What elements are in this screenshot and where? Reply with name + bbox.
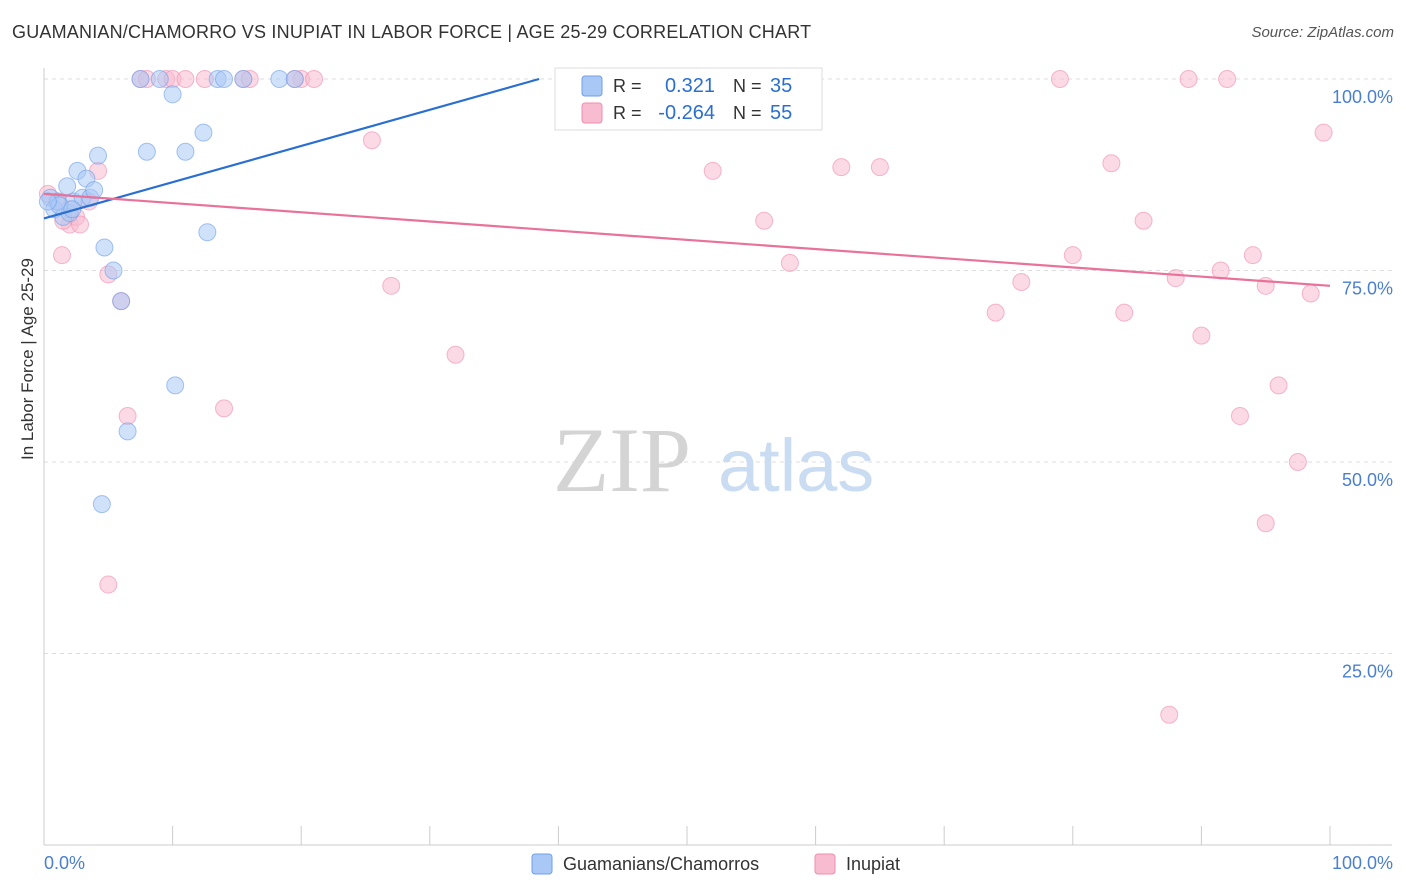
data-point (215, 70, 234, 88)
data-point (1012, 272, 1031, 291)
tick-labels: 25.0% 50.0% 75.0% 100.0% 0.0% 100.0% (44, 87, 1393, 873)
data-point (1102, 154, 1121, 173)
legend-n-value: 35 (770, 75, 792, 97)
data-point (215, 399, 234, 418)
data-point (89, 146, 108, 165)
data-point (382, 276, 401, 295)
stats-legend: R = 0.321 N = 35 R = -0.264 N = 55 (554, 67, 823, 131)
data-point (1166, 269, 1185, 288)
data-point (99, 575, 118, 594)
data-point (986, 303, 1005, 322)
data-point (1218, 70, 1237, 88)
data-point (92, 495, 111, 514)
legend-r-value: 0.321 (665, 75, 715, 97)
data-point (163, 85, 182, 104)
axes (43, 68, 1392, 846)
data-point (150, 70, 169, 88)
data-point (112, 292, 131, 311)
data-point (755, 211, 774, 230)
trend-lines (43, 77, 1331, 287)
data-point (1050, 70, 1069, 88)
legend-item-swatch (814, 853, 836, 875)
data-point (71, 215, 90, 234)
data-point (104, 261, 123, 280)
data-point (194, 123, 213, 142)
data-point (362, 131, 381, 150)
legend-swatch (581, 102, 603, 124)
data-point (1243, 246, 1262, 265)
y-tick-label: 75.0% (1342, 279, 1393, 299)
legend-r-label: R = (613, 76, 642, 96)
data-point (1063, 246, 1082, 265)
data-point (137, 142, 156, 161)
legend-r-value: -0.264 (658, 102, 715, 124)
data-point (1115, 303, 1134, 322)
legend-item-label: Inupiat (846, 854, 900, 874)
data-point (58, 177, 77, 196)
data-point (305, 70, 324, 88)
data-point (131, 70, 150, 88)
trend-line (43, 77, 540, 220)
legend-n-label: N = (733, 76, 762, 96)
data-point (1230, 407, 1249, 426)
data-point (703, 161, 722, 180)
data-point (1192, 326, 1211, 345)
legend-n-label: N = (733, 103, 762, 123)
data-point (1211, 261, 1230, 280)
y-tick-label: 25.0% (1342, 662, 1393, 682)
data-point (118, 422, 137, 441)
chart-title: GUAMANIAN/CHAMORRO VS INUPIAT IN LABOR F… (12, 22, 812, 42)
source-label[interactable]: Source: ZipAtlas.com (1251, 24, 1394, 41)
data-point (1134, 211, 1153, 230)
data-point (1288, 453, 1307, 471)
trend-line (43, 192, 1331, 287)
data-point (176, 142, 195, 161)
legend-swatch (581, 75, 603, 97)
data-points (38, 70, 1333, 724)
data-point (95, 238, 114, 257)
watermark-atlas: atlas (718, 424, 874, 507)
y-tick-label: 100.0% (1332, 87, 1393, 107)
data-point (1314, 123, 1333, 142)
legend-item-label: Guamanians/Chamorros (563, 854, 759, 874)
data-point (832, 158, 851, 177)
data-point (234, 70, 253, 88)
legend-item-swatch (531, 853, 553, 875)
data-point (446, 345, 465, 364)
data-point (176, 70, 195, 88)
x-tick-label: 100.0% (1332, 853, 1393, 873)
data-point (1179, 70, 1198, 88)
data-point (1256, 514, 1275, 533)
data-point (166, 376, 185, 395)
data-point (270, 70, 289, 88)
data-point (198, 223, 217, 242)
data-point (780, 253, 799, 272)
data-point (118, 407, 137, 426)
y-tick-label: 50.0% (1342, 470, 1393, 490)
data-point (285, 70, 304, 88)
data-point (38, 192, 57, 211)
data-point (1160, 705, 1179, 724)
x-tick-label: 0.0% (44, 853, 85, 873)
series-legend: Guamanians/Chamorros Inupiat (531, 853, 900, 875)
data-point (53, 246, 72, 265)
grid (44, 78, 1392, 654)
data-point (870, 158, 889, 177)
legend-r-label: R = (613, 103, 642, 123)
data-point (1301, 284, 1320, 303)
data-point (63, 200, 82, 219)
legend-n-value: 55 (770, 102, 792, 124)
data-point (1269, 376, 1288, 395)
watermark-zip: ZIP (553, 409, 691, 511)
